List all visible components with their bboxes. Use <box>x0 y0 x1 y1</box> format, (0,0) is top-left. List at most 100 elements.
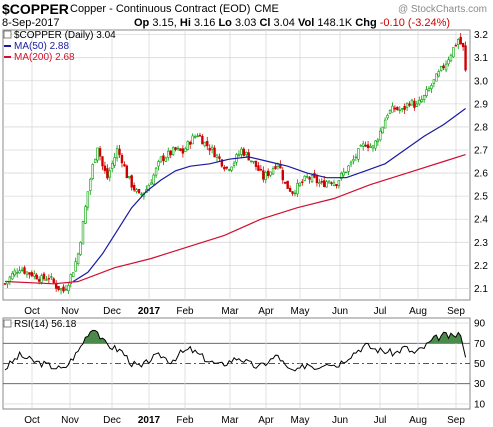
candle-body <box>318 182 321 185</box>
candle-body <box>266 170 270 177</box>
price-y-tick: 2.7 <box>474 146 488 157</box>
candle-body <box>315 176 319 184</box>
candle-body <box>286 180 289 189</box>
price-panel-frame <box>2 29 471 301</box>
candle-body <box>33 273 36 277</box>
rsi-x-tick: Jul <box>374 415 387 426</box>
rsi-legend-title: RSI(14) 56.18 <box>14 319 77 330</box>
candle-body <box>8 276 12 282</box>
rsi-x-tick: Feb <box>176 415 194 426</box>
candle-body <box>422 94 426 100</box>
candle-body <box>379 130 382 141</box>
price-x-tick: May <box>291 306 310 317</box>
candle-body <box>30 272 34 277</box>
candle-body <box>335 184 338 187</box>
open-label: Op <box>134 17 150 29</box>
candle-body <box>125 165 129 179</box>
candle-body <box>271 168 275 175</box>
rsi-y-tick: 10 <box>474 399 486 410</box>
candle-body <box>98 148 102 157</box>
price-y-axis: 2.1 2.2 2.3 2.4 2.5 2.6 2.7 2.8 2.9 3.0 3.1 3.2 <box>474 30 488 295</box>
change-label: Chg <box>355 17 377 29</box>
candle-body <box>103 165 107 171</box>
candle-body <box>403 106 406 110</box>
candle-body <box>418 99 421 105</box>
low-value: 3.03 <box>234 17 257 29</box>
candle-body <box>245 152 248 155</box>
candle-body <box>28 272 31 275</box>
price-y-tick: 3.2 <box>474 30 488 41</box>
candle-body <box>371 145 375 149</box>
candle-body <box>437 71 440 77</box>
price-x-tick: Nov <box>61 306 79 317</box>
candle-body <box>420 99 423 102</box>
candle-body <box>23 267 26 274</box>
candle-body <box>59 288 63 291</box>
candle-body <box>213 147 216 158</box>
candle-body <box>108 170 111 178</box>
candle-body <box>45 279 48 281</box>
candle-body <box>196 135 199 138</box>
candle-body <box>162 155 165 161</box>
rsi-line <box>4 329 467 372</box>
instrument-name: Copper - Continuous Contract (EOD) CME <box>70 3 279 15</box>
price-x-tick: Dec <box>103 306 121 317</box>
rsi-x-axis: Oct Nov Dec 2017 Feb Mar Apr May Jun Jul Aug Sep <box>24 415 465 426</box>
candle-body <box>84 206 87 224</box>
change-value: -0.10 (-3.24%) <box>379 17 451 29</box>
legend-ma50-label: MA(50) 2.88 <box>14 41 69 52</box>
candle-body <box>201 135 204 145</box>
candle-body <box>115 148 119 159</box>
candle-body <box>325 181 328 188</box>
candle-body <box>391 105 394 113</box>
candle-body <box>50 276 53 278</box>
price-y-tick: 2.6 <box>474 169 488 180</box>
price-x-tick: Mar <box>221 306 239 317</box>
close-value: 3.04 <box>273 17 295 29</box>
candle-body <box>393 107 397 110</box>
candle-body <box>320 181 323 183</box>
legend-ma50-value: 2.88 <box>50 41 70 52</box>
candle-body <box>344 171 348 174</box>
candle-body <box>67 285 70 292</box>
candle-body <box>396 106 399 111</box>
candle-body <box>11 273 14 280</box>
candle-body <box>310 175 314 182</box>
candle-body <box>415 103 419 107</box>
candle-body <box>327 180 331 184</box>
volume-value: 148.1K <box>317 17 353 29</box>
rsi-x-tick: 2017 <box>138 415 161 426</box>
high-value: 3.16 <box>193 17 216 29</box>
candle-body <box>157 161 160 167</box>
rsi-legend-swatch <box>3 319 12 328</box>
rsi-y-tick: 50 <box>474 359 486 370</box>
candle-body <box>257 165 260 171</box>
candle-body <box>18 270 21 274</box>
price-y-tick: 2.5 <box>474 192 488 203</box>
candle-body <box>186 141 189 150</box>
price-candles <box>3 32 467 295</box>
rsi-x-tick: Nov <box>61 415 79 426</box>
candle-body <box>13 270 16 276</box>
candle-body <box>386 114 389 119</box>
candle-body <box>259 168 263 171</box>
candle-body <box>288 187 292 192</box>
candle-body <box>293 192 297 195</box>
candle-body <box>62 286 65 292</box>
candle-body <box>442 65 445 69</box>
candle-body <box>439 66 443 71</box>
rsi-y-tick: 90 <box>474 319 486 330</box>
candle-body <box>388 109 392 114</box>
price-x-tick: Jun <box>332 306 348 317</box>
volume-label: Vol <box>297 17 315 29</box>
candle-body <box>398 109 401 112</box>
candle-body <box>364 144 367 147</box>
rsi-x-tick: May <box>291 415 310 426</box>
rsi-x-tick: Aug <box>409 415 427 426</box>
legend-ma200-label: MA(200) 2.68 <box>14 52 75 63</box>
candle-body <box>252 160 255 163</box>
candle-body <box>218 156 221 159</box>
price-x-tick: Jul <box>374 306 387 317</box>
legend-price-title: $COPPER (Daily) 3.04 <box>14 30 116 41</box>
